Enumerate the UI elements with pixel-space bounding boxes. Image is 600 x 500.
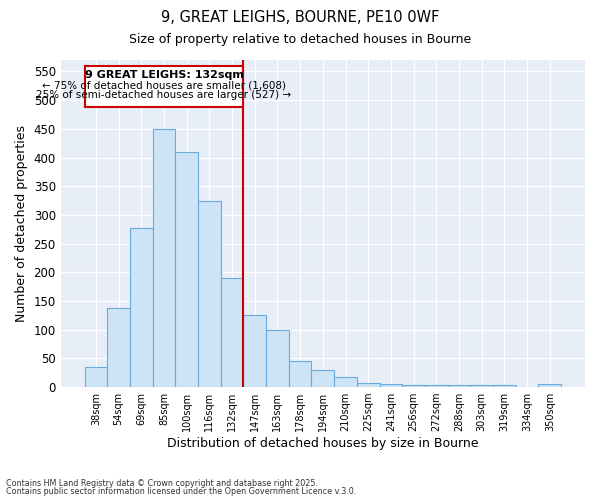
Text: 25% of semi-detached houses are larger (527) →: 25% of semi-detached houses are larger (… — [37, 90, 292, 100]
Text: Contains public sector information licensed under the Open Government Licence v.: Contains public sector information licen… — [6, 488, 356, 496]
Text: Size of property relative to detached houses in Bourne: Size of property relative to detached ho… — [129, 32, 471, 46]
X-axis label: Distribution of detached houses by size in Bourne: Distribution of detached houses by size … — [167, 437, 479, 450]
Text: ← 75% of detached houses are smaller (1,608): ← 75% of detached houses are smaller (1,… — [42, 80, 286, 90]
Bar — [470, 386, 493, 387]
Bar — [289, 362, 311, 387]
Bar — [538, 384, 561, 387]
Bar — [311, 370, 334, 387]
FancyBboxPatch shape — [85, 66, 244, 107]
Bar — [266, 330, 289, 387]
Bar — [357, 383, 380, 387]
Bar — [244, 316, 266, 387]
Text: 9 GREAT LEIGHS: 132sqm: 9 GREAT LEIGHS: 132sqm — [85, 70, 244, 81]
Bar — [175, 152, 198, 387]
Y-axis label: Number of detached properties: Number of detached properties — [15, 125, 28, 322]
Bar — [425, 385, 448, 387]
Bar — [448, 386, 470, 387]
Bar — [85, 367, 107, 387]
Bar — [152, 129, 175, 387]
Text: Contains HM Land Registry data © Crown copyright and database right 2025.: Contains HM Land Registry data © Crown c… — [6, 478, 318, 488]
Text: 9, GREAT LEIGHS, BOURNE, PE10 0WF: 9, GREAT LEIGHS, BOURNE, PE10 0WF — [161, 10, 439, 25]
Bar — [130, 228, 152, 387]
Bar — [380, 384, 402, 387]
Bar — [334, 377, 357, 387]
Bar — [493, 386, 516, 387]
Bar — [221, 278, 244, 387]
Bar — [107, 308, 130, 387]
Bar — [198, 200, 221, 387]
Bar — [402, 385, 425, 387]
